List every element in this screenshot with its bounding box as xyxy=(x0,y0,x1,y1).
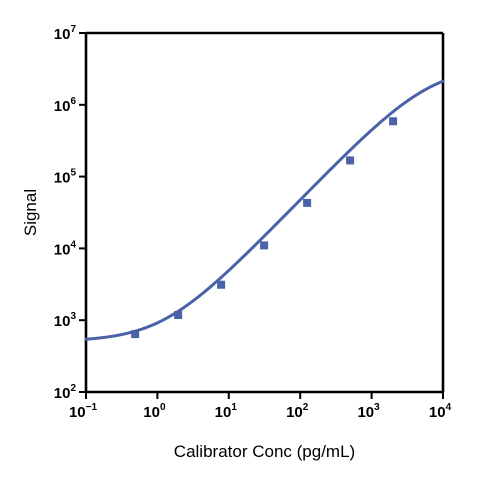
x-axis-title: Calibrator Conc (pg/mL) xyxy=(174,442,355,461)
x-axis-ticks: 10−1 100 101 102 103 104 xyxy=(69,392,452,421)
data-point xyxy=(303,198,312,207)
data-point xyxy=(260,241,269,250)
data-point xyxy=(174,311,183,320)
data-point xyxy=(346,156,355,165)
series-layer xyxy=(84,79,445,341)
x-tick-label: 103 xyxy=(357,402,380,421)
y-tick-label: 106 xyxy=(54,96,77,115)
y-tick-label: 107 xyxy=(54,24,77,43)
x-tick-label: 100 xyxy=(143,402,166,421)
y-tick-label: 105 xyxy=(54,168,77,187)
x-tick-label: 10−1 xyxy=(69,402,98,421)
y-tick-label: 103 xyxy=(54,311,77,330)
y-tick-label: 102 xyxy=(54,383,77,402)
y-axis-title: Signal xyxy=(21,189,40,236)
x-tick-label: 102 xyxy=(286,402,309,421)
data-point xyxy=(217,280,226,289)
y-tick-label: 104 xyxy=(54,239,77,258)
axes xyxy=(84,31,445,394)
data-point xyxy=(389,117,398,126)
x-tick-label: 101 xyxy=(215,402,238,421)
x-tick-label: 104 xyxy=(429,402,452,421)
y-axis-ticks: 102 103 104 105 106 107 xyxy=(54,24,86,402)
fit-curve xyxy=(84,79,445,341)
data-point xyxy=(131,330,140,339)
